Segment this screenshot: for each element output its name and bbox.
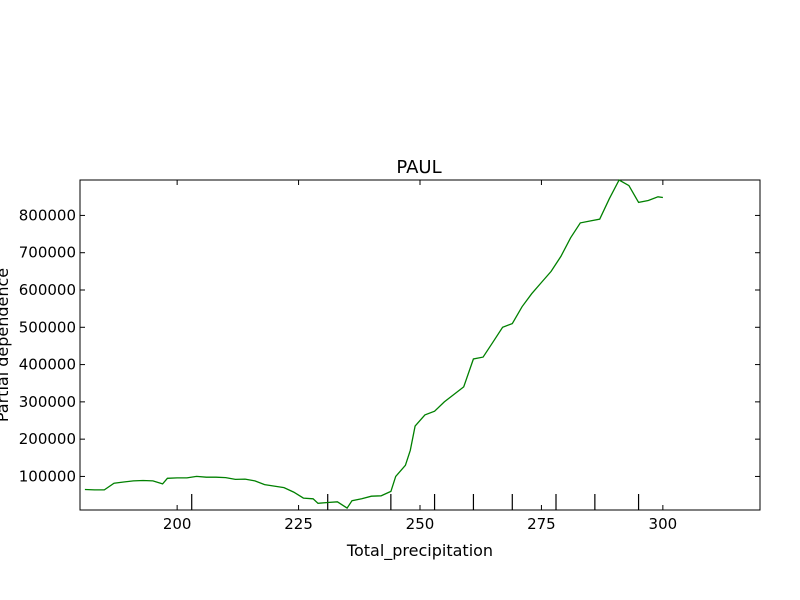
x-axis-label: Total_precipitation: [346, 541, 493, 561]
y-axis-label: Partial dependence: [0, 268, 12, 422]
x-tick-label: 275: [527, 515, 556, 533]
x-tick-label: 300: [649, 515, 678, 533]
y-tick-label: 100000: [19, 467, 76, 485]
x-tick-label: 225: [284, 515, 313, 533]
x-tick-label: 250: [406, 515, 435, 533]
y-tick-label: 600000: [19, 281, 76, 299]
y-tick-label: 200000: [19, 430, 76, 448]
y-tick-label: 700000: [19, 244, 76, 262]
y-tick-label: 400000: [19, 356, 76, 374]
series-line: [84, 179, 663, 509]
y-tick-label: 300000: [19, 393, 76, 411]
x-tick-label: 200: [163, 515, 192, 533]
y-tick-label: 500000: [19, 318, 76, 336]
plot-frame: [79, 179, 761, 511]
chart-title: PAUL: [396, 157, 441, 178]
y-tick-label: 800000: [19, 206, 76, 224]
